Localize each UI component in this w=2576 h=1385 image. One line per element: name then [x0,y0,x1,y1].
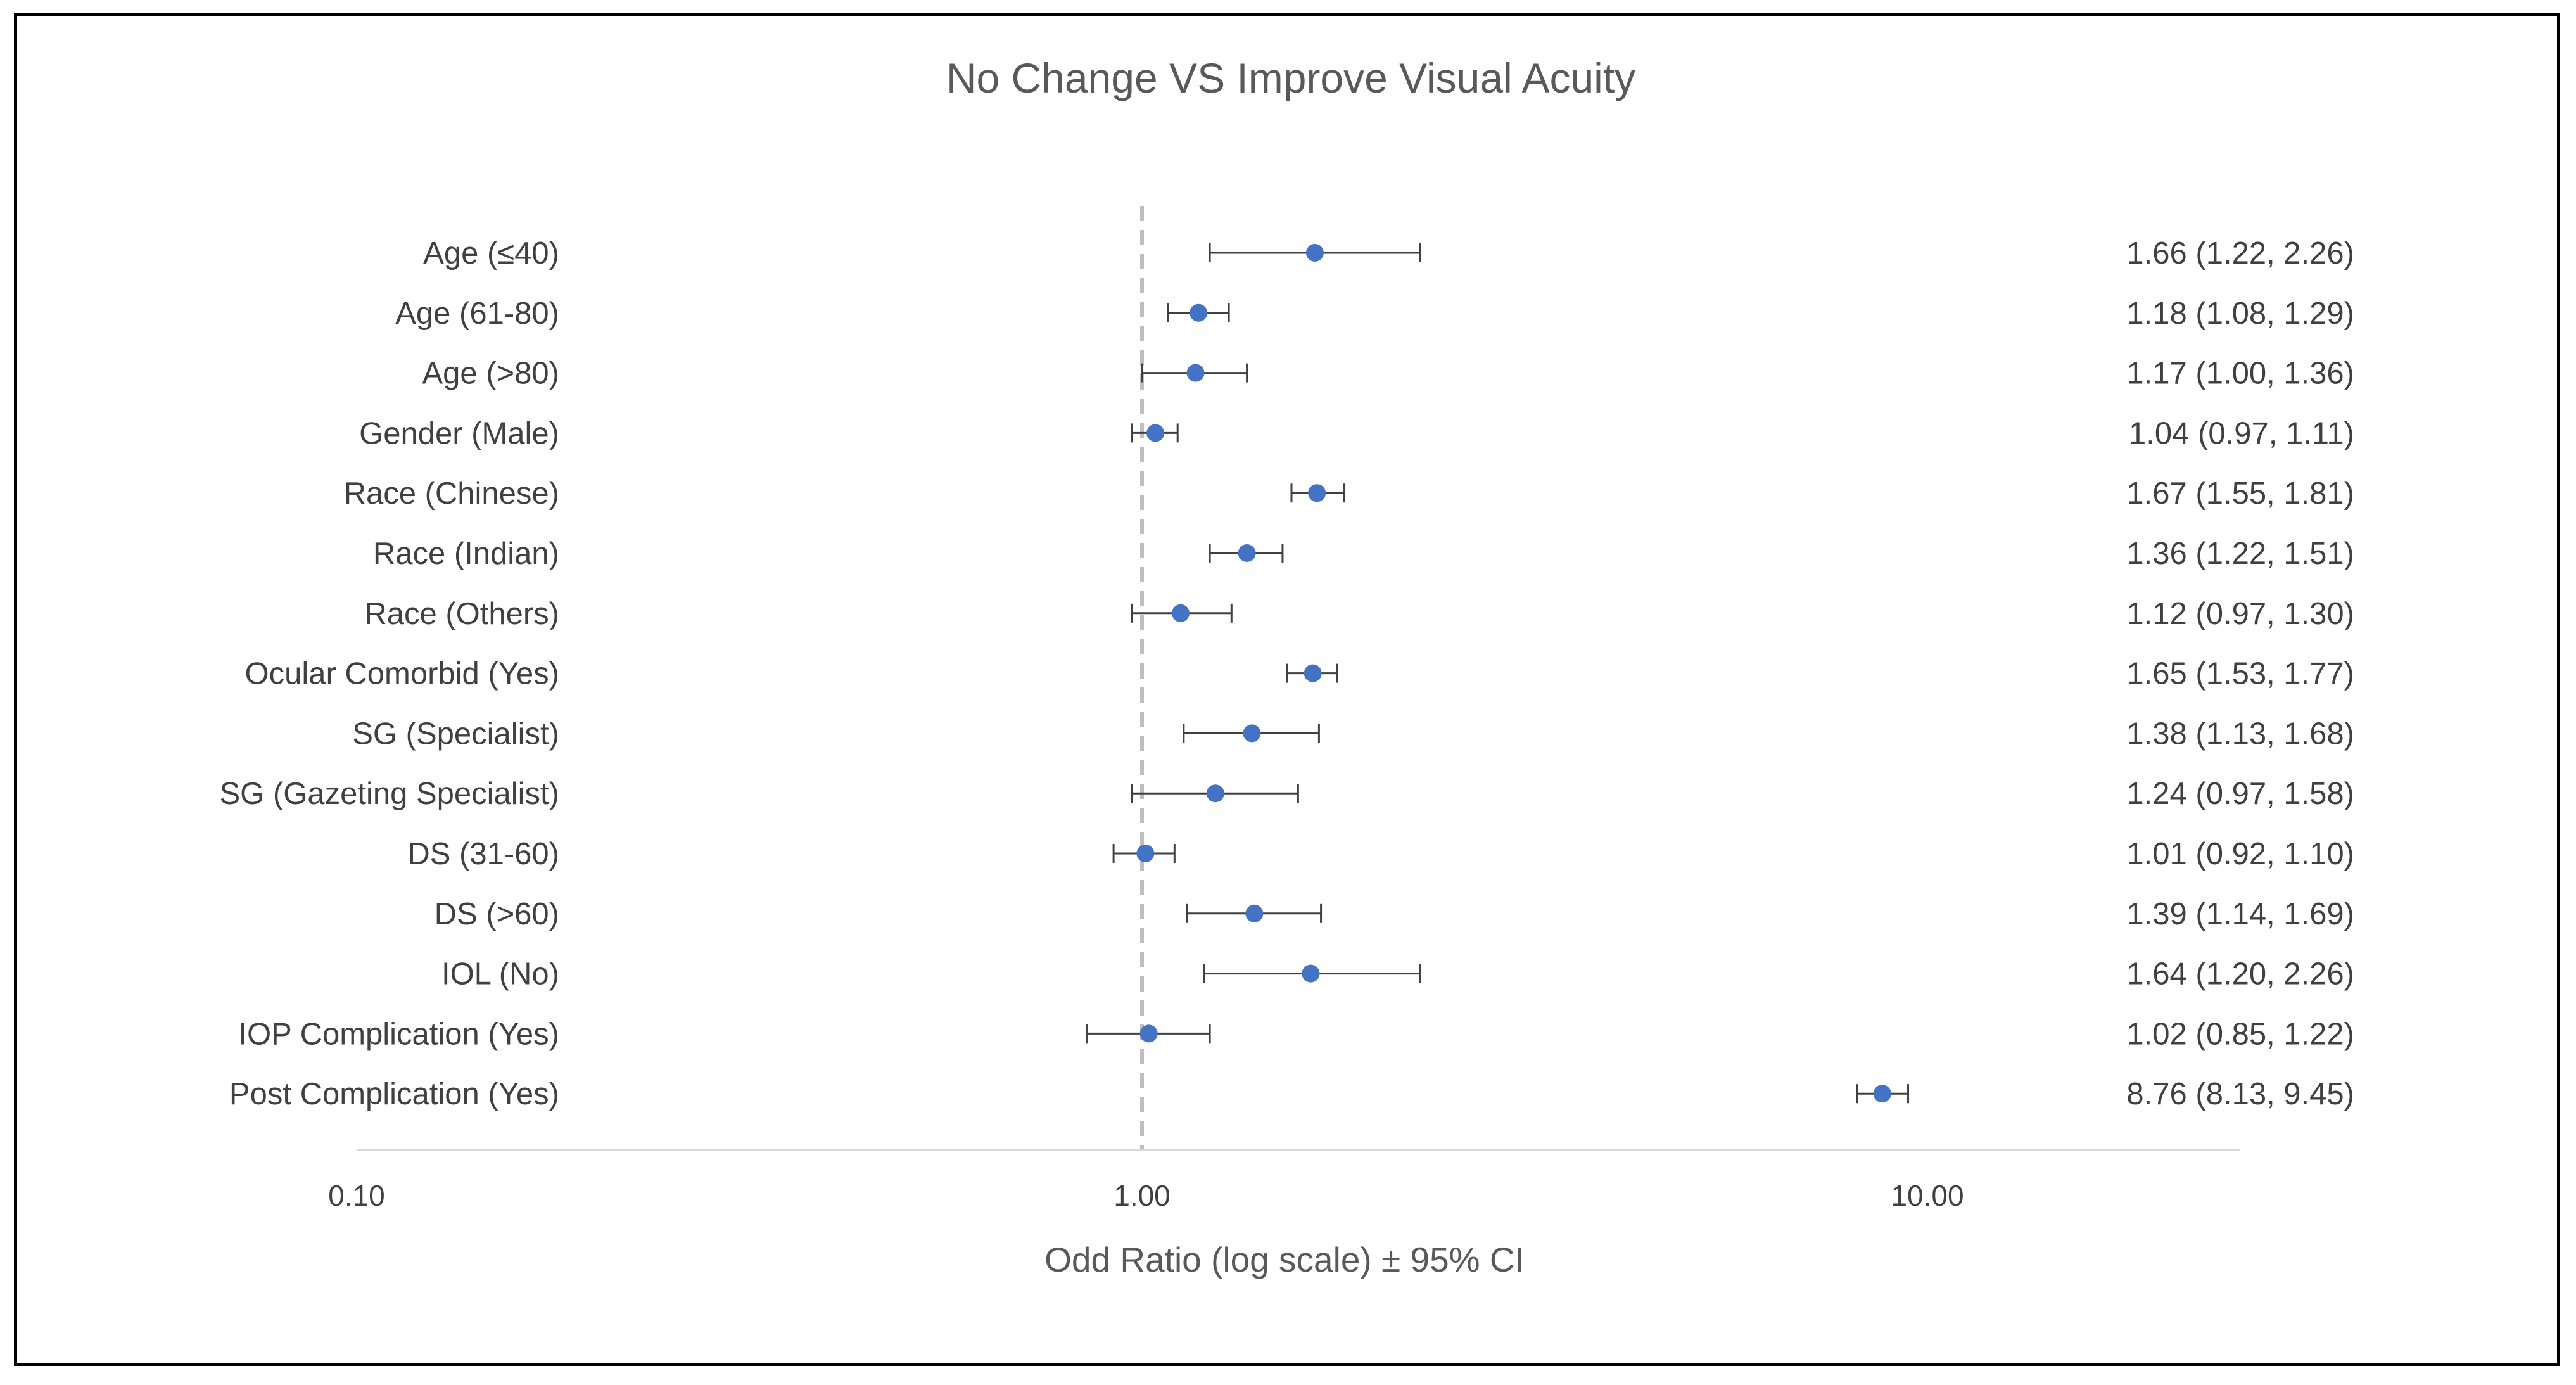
odds-ratio-value: 1.64 (1.20, 2.26) [2126,957,2354,992]
odds-ratio-value: 1.02 (0.85, 1.22) [2126,1017,2354,1051]
forest-row: Race (Others) 1.12 (0.97, 1.30) [364,597,2354,631]
x-tick-label: 0.10 [328,1179,385,1212]
odds-ratio-marker [1305,244,1324,262]
row-label: Post Complication (Yes) [229,1077,559,1111]
odds-ratio-value: 1.04 (0.97, 1.11) [2129,416,2354,450]
chart-frame: No Change VS Improve Visual Acuity 0.10 1… [14,13,2560,1366]
row-label: Age (>80) [422,357,559,391]
odds-ratio-marker [1873,1085,1891,1103]
row-label: IOP Complication (Yes) [238,1017,559,1051]
odds-ratio-marker [1186,364,1205,382]
row-label: SG (Gazeting Specialist) [220,777,560,811]
odds-ratio-marker [1139,1024,1158,1043]
odds-ratio-marker [1190,303,1208,322]
x-axis: 0.10 1.00 10.00 [328,1149,2240,1212]
odds-ratio-value: 1.01 (0.92, 1.10) [2126,837,2354,871]
row-label: SG (Specialist) [352,717,559,751]
odds-ratio-value: 1.66 (1.22, 2.26) [2126,236,2354,271]
row-label: DS (>60) [435,897,559,931]
odds-ratio-value: 1.38 (1.13, 1.68) [2126,717,2354,751]
forest-row: Post Complication (Yes) 8.76 (8.13, 9.45) [229,1077,2354,1111]
row-label: Ocular Comorbid (Yes) [244,657,559,691]
odds-ratio-marker [1206,784,1224,803]
odds-ratio-marker [1308,484,1326,502]
forest-row: Gender (Male) 1.04 (0.97, 1.11) [359,416,2354,450]
odds-ratio-marker [1172,604,1190,622]
odds-ratio-marker [1304,664,1322,682]
odds-ratio-value: 8.76 (8.13, 9.45) [2126,1077,2354,1111]
row-label: Race (Indian) [373,537,559,571]
odds-ratio-value: 1.18 (1.08, 1.29) [2126,297,2354,331]
chart-title: No Change VS Improve Visual Acuity [946,54,1635,101]
forest-row: IOP Complication (Yes) 1.02 (0.85, 1.22) [238,1017,2354,1051]
odds-ratio-marker [1136,845,1155,862]
odds-ratio-marker [1146,424,1165,442]
forest-plot: No Change VS Improve Visual Acuity 0.10 1… [220,54,2355,1279]
forest-row: Age (≤40) 1.66 (1.22, 2.26) [423,236,2354,271]
x-tick-label: 10.00 [1891,1179,1964,1212]
forest-row: Ocular Comorbid (Yes) 1.65 (1.53, 1.77) [244,657,2354,691]
row-label: IOL (No) [441,957,559,992]
forest-row: Age (61-80) 1.18 (1.08, 1.29) [395,297,2354,331]
odds-ratio-value: 1.17 (1.00, 1.36) [2126,357,2354,391]
odds-ratio-marker [1302,964,1320,983]
row-label: Race (Chinese) [344,476,559,511]
forest-row: IOL (No) 1.64 (1.20, 2.26) [441,957,2354,992]
odds-ratio-value: 1.39 (1.14, 1.69) [2126,897,2354,931]
odds-ratio-value: 1.67 (1.55, 1.81) [2126,476,2354,511]
odds-ratio-value: 1.24 (0.97, 1.58) [2126,777,2354,811]
odds-ratio-marker [1245,904,1264,922]
row-label: Age (≤40) [423,236,559,271]
odds-ratio-marker [1238,544,1256,562]
odds-ratio-marker [1243,724,1261,743]
x-axis-title: Odd Ratio (log scale) ± 95% CI [1044,1240,1525,1279]
odds-ratio-value: 1.12 (0.97, 1.30) [2126,597,2354,631]
forest-row: DS (>60) 1.39 (1.14, 1.69) [435,897,2354,931]
odds-ratio-value: 1.36 (1.22, 1.51) [2126,537,2354,571]
row-label: Age (61-80) [395,297,559,331]
x-tick-label: 1.00 [1114,1179,1171,1212]
forest-rows: Age (≤40) 1.66 (1.22, 2.26) Age (61-80) 1.1… [220,236,2355,1111]
forest-row: Age (>80) 1.17 (1.00, 1.36) [422,357,2354,391]
row-label: Race (Others) [364,597,559,631]
row-label: DS (31-60) [407,837,559,871]
odds-ratio-value: 1.65 (1.53, 1.77) [2126,657,2354,691]
forest-row: DS (31-60) 1.01 (0.92, 1.10) [407,837,2354,871]
forest-row: Race (Indian) 1.36 (1.22, 1.51) [373,537,2354,571]
forest-row: SG (Gazeting Specialist) 1.24 (0.97, 1.58… [220,777,2355,811]
forest-row: Race (Chinese) 1.67 (1.55, 1.81) [344,476,2354,511]
row-label: Gender (Male) [359,416,559,450]
forest-row: SG (Specialist) 1.38 (1.13, 1.68) [352,717,2354,751]
